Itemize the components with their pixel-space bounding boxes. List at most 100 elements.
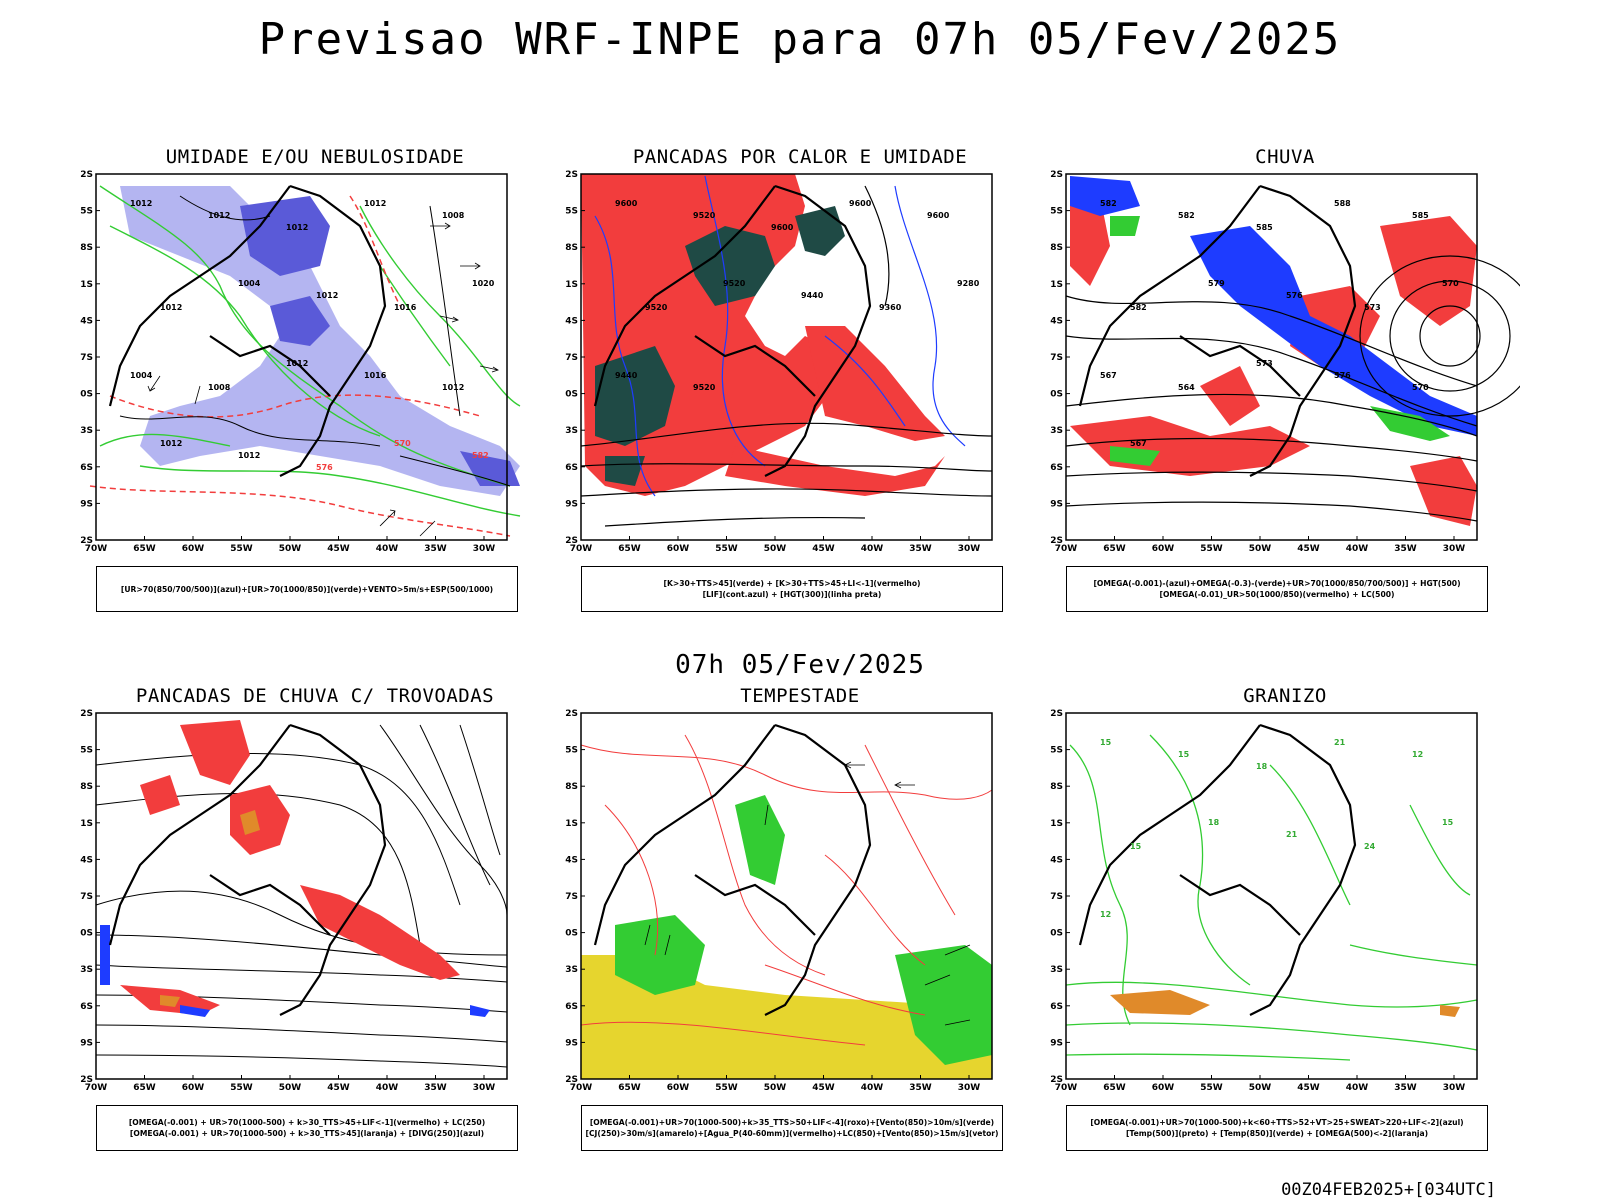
contour-value-label: 18 (1256, 762, 1268, 771)
red-rain-areas (1070, 186, 1477, 526)
lon-tick-label: 50W (279, 544, 302, 554)
wind-vectors (147, 222, 499, 537)
contour-value-label: 15 (1100, 738, 1112, 747)
lon-tick-label: 45W (1297, 1083, 1320, 1093)
map-frame (95, 712, 508, 1080)
lat-tick-label: 12S (565, 709, 578, 719)
lat-tick-label: 24S (80, 316, 93, 326)
lat-tick-label: 36S (1050, 463, 1063, 473)
lon-tick-label: 55W (715, 1083, 738, 1093)
contour-value-label: 9600 (849, 199, 872, 208)
contour-value-label: 576 (316, 463, 333, 472)
panel-title: UMIDADE E/OU NEBULOSIDADE (165, 146, 465, 168)
contour-value-label: 9600 (927, 211, 950, 220)
lat-axis: 12S 15S 18S 21S 24S 27S 30S 33S 36S 39S 42S (565, 170, 585, 546)
lon-tick-label: 70W (570, 1083, 593, 1093)
contour-value-label: 576 (1286, 291, 1303, 300)
lat-tick-label: 27S (1050, 353, 1063, 363)
contour-value-label: 9520 (723, 279, 746, 288)
lat-tick-label: 42S (565, 1075, 578, 1085)
map-umidade: 1012 1012 1012 1012 1008 1012 1004 1012 1016 1020… (80, 170, 521, 554)
lat-tick-label: 42S (1050, 1075, 1063, 1085)
lon-tick-label: 45W (327, 1083, 350, 1093)
lon-tick-label: 50W (764, 544, 787, 554)
contour-value-label: 570 (394, 439, 411, 448)
lat-tick-label: 33S (1050, 965, 1063, 975)
lon-tick-label: 35W (909, 544, 932, 554)
contour-value-label: 1012 (160, 439, 182, 448)
red-water-contours (580, 734, 993, 1046)
contour-value-label: 582 (1100, 199, 1117, 208)
contour-value-label: 21 (1286, 830, 1298, 839)
panel-pancadas-calor: PANCADAS POR CALOR E UMIDADE (565, 146, 1035, 616)
lon-axis: 70W 65W 60W 55W 50W 45W 40W 35W 30W (1055, 536, 1465, 554)
orange-thunder-area (160, 810, 260, 1007)
lon-tick-label: 65W (133, 1083, 156, 1093)
lon-tick-label: 30W (473, 544, 496, 554)
red-thunder-area (120, 720, 460, 1015)
lat-tick-label: 27S (1050, 892, 1063, 902)
contour-value-label: 1012 (286, 223, 308, 232)
panel-title: GRANIZO (1243, 685, 1327, 707)
panel-tempestade: TEMPESTADE 12S15S18 (565, 685, 1035, 1155)
legend-line: [LIF](cont.azul) + [HGT(300)](linha pret… (702, 590, 882, 599)
lat-tick-label: 39S (1050, 1038, 1063, 1048)
lon-tick-label: 35W (424, 544, 447, 554)
contour-value-label: 9600 (615, 199, 638, 208)
green-temp850-contours (1065, 734, 1478, 1061)
coastline (1078, 184, 1357, 477)
lon-tick-label: 60W (1152, 544, 1175, 554)
legend: [OMEGA(-0.001)-(azul)+OMEGA(-0.3)-(verde… (1066, 566, 1488, 612)
contour-value-label: 582 (472, 451, 489, 460)
lat-tick-label: 18S (80, 782, 93, 792)
contour-value-label: 1016 (394, 303, 417, 312)
lat-tick-label: 21S (80, 280, 93, 290)
lon-tick-label: 50W (1249, 1083, 1272, 1093)
lon-axis: 70W 65W 60W 55W 50W 45W 40W 35W 30W (570, 536, 980, 554)
contour-value-label: 570 (1442, 279, 1459, 288)
lon-tick-label: 35W (909, 1083, 932, 1093)
contour-value-label: 1012 (442, 383, 464, 392)
lat-tick-label: 24S (1050, 855, 1063, 865)
legend-line: [OMEGA(-0.001) + UR>70(1000-500) + k>30_… (128, 1118, 486, 1127)
contour-value-label: 1012 (364, 199, 386, 208)
lon-tick-label: 60W (667, 1083, 690, 1093)
lat-axis: 12S 15S 18S 21S 24S 27S 30S 33S 36S 39S 42S (1050, 709, 1070, 1085)
contour-value-label: 21 (1334, 738, 1346, 747)
lon-tick-label: 60W (667, 544, 690, 554)
map-pancadas-calor: 9600 9520 9600 9600 9600 9520 9520 9440 9360 9280… (565, 170, 993, 554)
contour-value-label: 9440 (615, 371, 638, 380)
lon-tick-label: 30W (1443, 1083, 1466, 1093)
contour-value-label: 1012 (286, 359, 308, 368)
contour-value-label: 585 (1256, 223, 1273, 232)
lon-tick-label: 35W (1394, 544, 1417, 554)
lat-tick-label: 36S (80, 1002, 93, 1012)
lat-tick-label: 27S (565, 353, 578, 363)
lon-tick-label: 70W (1055, 544, 1078, 554)
lon-tick-label: 55W (1200, 1083, 1223, 1093)
legend-line: [OMEGA(-0.001)-(azul)+OMEGA(-0.3)-(verde… (1093, 579, 1461, 588)
lat-tick-label: 33S (80, 426, 93, 436)
blue-omega-area (1070, 176, 1477, 436)
lat-tick-label: 18S (1050, 243, 1063, 253)
black-hgt-contours (580, 185, 993, 527)
lat-axis: 12S 15S 18S 21S 24S 27S 30S 33S 36S 39S 42S (1050, 170, 1070, 546)
lat-tick-label: 18S (1050, 782, 1063, 792)
contour-value-label: 1012 (160, 303, 182, 312)
lat-tick-label: 42S (1050, 536, 1063, 546)
lon-tick-label: 35W (1394, 1083, 1417, 1093)
lon-tick-label: 30W (473, 1083, 496, 1093)
lat-tick-label: 21S (565, 819, 578, 829)
lat-tick-label: 21S (80, 819, 93, 829)
contour-value-label: 1016 (364, 371, 387, 380)
contour-labels: 1012 1012 1012 1012 1008 1012 1004 1012 1016 1020… (130, 199, 495, 472)
lat-tick-label: 12S (1050, 170, 1063, 180)
lat-tick-label: 33S (1050, 426, 1063, 436)
lat-tick-label: 21S (565, 280, 578, 290)
map-trovoadas: 12S 15S 18S 21S 24S 27S 30S 33S 36S 39S 42S 70W 65W… (80, 709, 508, 1093)
legend: [OMEGA(-0.001)+UR>70(1000-500)+k<60+TTS>… (1066, 1105, 1488, 1151)
contour-value-label: 585 (1412, 211, 1429, 220)
lon-tick-label: 40W (1346, 1083, 1369, 1093)
contour-value-label: 15 (1178, 750, 1190, 759)
lat-tick-label: 15S (1050, 746, 1063, 756)
